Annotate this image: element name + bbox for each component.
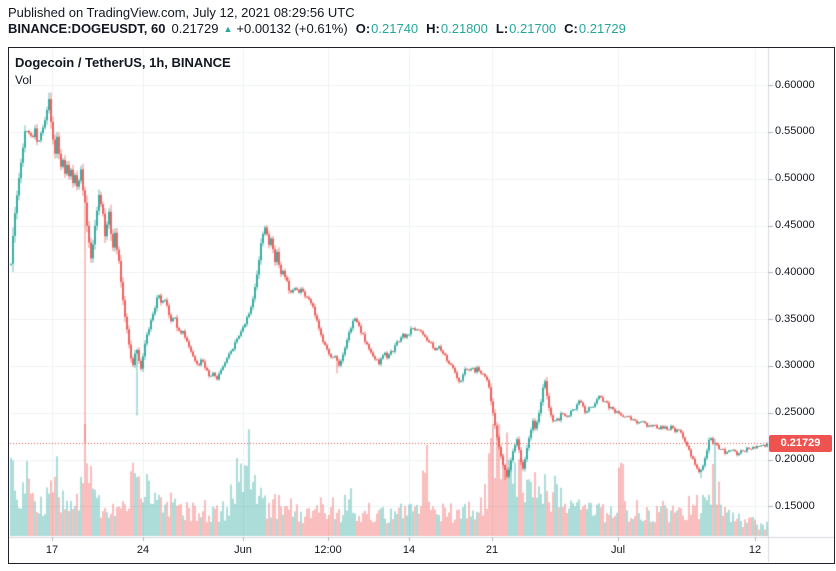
last-price-tag: 0.21729 [769,434,832,452]
close-value: 0.21729 [578,21,626,36]
open-value: 0.21740 [371,21,419,36]
published-line: Published on TradingView.com, July 12, 2… [8,5,355,20]
chart-frame: Dogecoin / TetherUS, 1h, BINANCE Vol 0.6… [8,47,835,564]
volume-indicator-label[interactable]: Vol [15,73,32,87]
up-triangle-icon: ▲ [223,24,233,34]
open-label: O: [355,21,371,36]
symbol-status-line: BINANCE:DOGEUSDT, 60 0.21729 ▲ +0.00132 … [8,21,626,38]
high-label: H: [426,21,440,36]
symbol-name[interactable]: BINANCE:DOGEUSDT, 60 [8,21,166,36]
high-value: 0.21800 [440,21,488,36]
last-price: 0.21729 [171,21,219,36]
price-change: +0.00132 (+0.61%) [236,21,348,36]
chart-title[interactable]: Dogecoin / TetherUS, 1h, BINANCE [15,55,231,70]
low-label: L: [495,21,509,36]
close-label: C: [564,21,578,36]
price-chart-canvas[interactable] [9,48,834,562]
low-value: 0.21700 [509,21,557,36]
